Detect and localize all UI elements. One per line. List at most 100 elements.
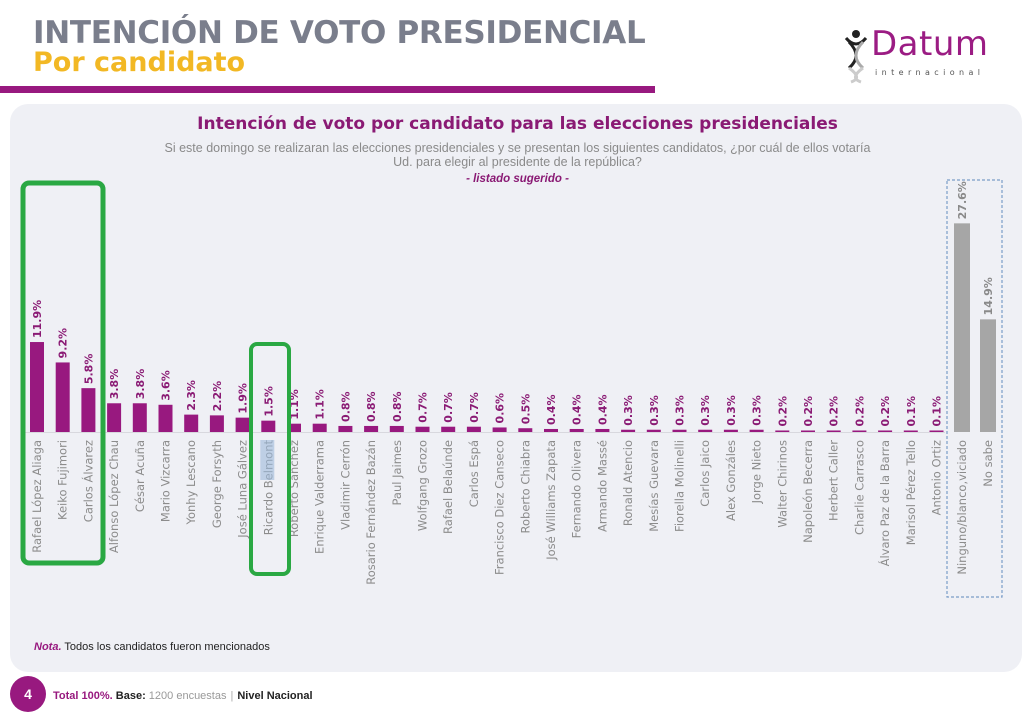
bar-candidate [55,362,70,432]
footnote-text: Todos los candidatos fueron mencionados [61,641,270,653]
category-label: Walter Chirinos [775,440,789,528]
bar-other [954,223,970,432]
category-label: Marisol Pérez Tello [904,440,918,545]
category-label: No sabe [981,440,995,487]
bar-candidate [878,430,893,432]
bar-candidate [132,403,147,432]
bar-value-label: 0.3% [648,395,661,426]
bar-other [980,319,996,432]
bar-candidate [903,430,918,432]
bar-value-label: 0.7% [442,392,455,423]
bar-value-label: 1.9% [237,383,250,414]
bar-candidate [389,425,404,432]
bar-candidate [595,428,610,432]
bar-value-label: 9.2% [57,328,70,359]
bar-candidate [441,426,456,432]
category-label: Yonhy Lescano [184,440,198,526]
chart-panel [10,104,1022,672]
category-label: José Williams Zapata [544,440,558,561]
bar-value-label: 0.4% [545,394,558,425]
category-label: Rafael Belaúnde [441,440,455,534]
bar-value-label: 14.9% [982,277,995,315]
chart-question-line-1: Si este domingo se realizaran las elecci… [164,141,871,155]
bar-candidate [646,429,661,432]
category-label: Rosario Fernández Bazán [364,440,378,585]
bar-value-label: 0.3% [699,395,712,426]
bar-value-label: 0.2% [828,396,841,427]
bar-value-label: 0.2% [853,396,866,427]
bar-value-label: 0.7% [417,392,430,423]
category-label: Herbert Caller [827,440,841,521]
category-label: Ninguno/blanco,viciado [955,440,969,575]
bar-candidate [30,342,44,432]
bar-value-label: 0.2% [776,396,789,427]
chart-question-line-2: Ud. para elegir al presidente de la repú… [393,155,642,169]
category-label: Fiorella Molinelli [673,440,687,532]
category-label: Carlos Jaico [698,440,712,507]
bar-candidate [235,417,250,432]
bar-candidate [466,426,481,432]
bar-candidate [749,429,764,432]
page-number-badge: 4 [10,676,46,712]
highlight-box-top3 [20,180,106,566]
bar-value-label: 0.4% [596,394,609,425]
category-label: Wolfgang Grozo [416,440,430,531]
category-label: Fernando Olivera [570,440,584,538]
category-label: Roberto Chiabra [518,440,532,533]
footer-sample-info: Total 100%. Base: 1200 encuestas | Nivel N… [53,690,313,702]
bar-value-label: 0.3% [622,395,635,426]
bar-value-label: 2.3% [185,380,198,411]
category-label: Armando Massé [595,440,609,532]
chart-title: Intención de voto por candidato para las… [197,114,838,134]
bar-value-label: 1.1% [314,389,327,420]
bar-candidate [826,430,841,432]
footer-base-value: 1200 encuestas [145,690,227,702]
bar-value-label: 0.7% [468,392,481,423]
bar-value-label: 0.8% [365,391,378,422]
bar-value-label: 0.1% [905,396,918,427]
category-label: Vladimir Cerrón [338,440,352,530]
bar-value-label: 0.3% [751,395,764,426]
bar-candidate [801,430,815,432]
category-label: Enrique Valderrama [313,440,327,554]
bar-candidate [698,429,713,432]
category-label: George Forsyth [210,440,224,528]
datum-logo: Datum internacional [843,24,1013,84]
footnote: Nota. Todos los candidatos fueron mencio… [34,641,270,653]
bar-value-label: 11.9% [31,300,44,338]
bar-value-label: 0.4% [571,394,584,425]
category-label: Jorge Nieto [750,440,764,504]
bar-value-label: 3.8% [108,369,121,400]
category-label: Napoleón Becerra [801,440,815,543]
category-label: Carlos Álvarez [80,440,95,522]
bar-candidate [261,420,276,432]
bar-candidate [312,423,327,432]
category-label: Paul Jaimes [390,440,404,506]
category-label: Francisco Diez Canseco [493,440,507,575]
dashed-box-others [946,179,1003,598]
category-label: Alex Gonzáles [724,440,738,521]
bar-value-label: 3.6% [160,370,173,401]
dna-figure-icon [844,30,868,84]
bar-value-label: 27.6% [956,181,969,219]
bar-candidate [929,430,944,432]
category-label: Antonio Ortiz [930,440,944,515]
bar-candidate [544,428,558,432]
logo-wordmark: Datum [871,24,989,64]
highlight-box-belmont [249,342,291,576]
category-label: Alfonso López Chau [107,440,121,553]
bar-candidate [364,425,379,432]
bar-candidate [209,415,224,432]
bar-value-label: 1.5% [262,386,275,417]
footer-separator: | [230,690,234,702]
bar-candidate [569,428,584,432]
footer-scope: Nivel Nacional [237,690,313,702]
footer-total: Total 100%. [53,690,113,702]
bar-value-label: 0.3% [725,395,738,426]
bar-candidate [723,429,738,432]
bar-candidate [184,414,199,432]
bar-candidate [107,403,122,432]
bar-value-label: 0.1% [931,396,944,427]
page-title: INTENCIÓN DE VOTO PRESIDENCIAL [33,15,646,51]
